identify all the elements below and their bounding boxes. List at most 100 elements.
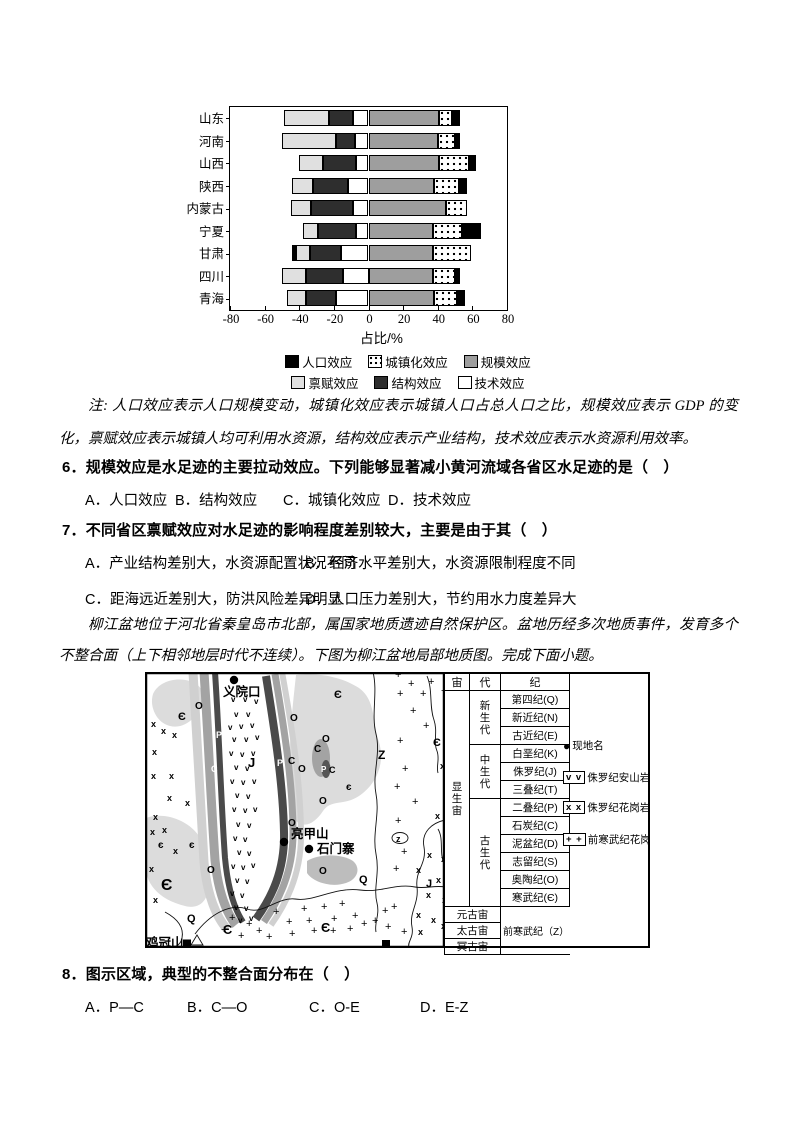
andesite-v-symbol: v bbox=[243, 806, 248, 815]
andesite-v-symbol: v bbox=[255, 733, 260, 742]
question-6-options: A．人口效应 B．结构效应 C．城镇化效应 D．技术效应 bbox=[62, 489, 752, 510]
granite-x-symbol: x bbox=[153, 812, 158, 822]
map-region bbox=[145, 815, 208, 907]
granite-x-symbol: x bbox=[441, 854, 445, 864]
bar-segment-scale bbox=[368, 132, 438, 149]
place-label: 鸡冠山 bbox=[145, 935, 184, 948]
question-6: 6．规模效应是水足迹的主要拉动效应。下列能够显著减小黄河流域各省区水足迹的是（ … bbox=[62, 456, 752, 525]
geo-period: 白垩纪(K) bbox=[500, 744, 570, 763]
x-tickmark bbox=[472, 306, 474, 310]
andesite-v-symbol: v bbox=[254, 697, 259, 706]
legend-item-scale: 规模效应 bbox=[463, 352, 531, 371]
answer-option-C: C．距海远近差别大，防洪风险差异明显 bbox=[85, 592, 342, 608]
granite-x-symbol: x bbox=[169, 771, 174, 781]
place-dot-icon: ● bbox=[563, 738, 571, 753]
strata-label: O bbox=[298, 764, 306, 775]
x-tick-label: 80 bbox=[501, 312, 515, 326]
andesite-v-symbol: v bbox=[244, 735, 249, 744]
strata-label: Є bbox=[334, 689, 342, 701]
precambrian-plus-symbol: + bbox=[372, 915, 378, 927]
andesite-v-symbol: v bbox=[241, 863, 246, 872]
precambrian-plus-symbol: + bbox=[393, 863, 399, 875]
granite-x-symbol: x bbox=[418, 927, 423, 937]
geo-header-eon: 宙 bbox=[444, 673, 470, 691]
chart-x-axis-label: 占比/% bbox=[360, 331, 403, 346]
bar-segment-endow bbox=[281, 267, 307, 284]
geo-eon: 元古宙 bbox=[444, 906, 501, 923]
precambrian-plus-symbol: + bbox=[420, 688, 426, 700]
strata-band bbox=[199, 672, 240, 928]
andesite-v-symbol: v bbox=[237, 848, 242, 857]
geo-eon-phanerozoic: 显生宙 bbox=[444, 690, 470, 907]
andesite-v-symbol: v bbox=[249, 914, 254, 923]
question-8: 8．图示区域，典型的不整合面分布在（ ） A．P—C B．C—O C．O-E D．E-… bbox=[62, 963, 752, 1032]
legend-annotation: + + 前寒武纪花岗 bbox=[563, 832, 651, 847]
y-tickmark bbox=[226, 118, 230, 120]
geo-era: 新生代 bbox=[469, 690, 501, 745]
bar-segment-endow bbox=[292, 177, 314, 194]
legend-item-struct: 结构效应 bbox=[374, 373, 442, 392]
strata-band bbox=[188, 672, 231, 933]
geo-period: 奥陶纪(O) bbox=[500, 870, 570, 889]
andesite-v-symbol: v bbox=[239, 722, 244, 731]
legend-item-urban: 城镇化效应 bbox=[368, 352, 448, 371]
geo-period: 寒武纪(Є) bbox=[500, 888, 570, 907]
bar-segment-tech bbox=[356, 155, 369, 172]
y-tickmark bbox=[226, 140, 230, 142]
question-6-stem: 6．规模效应是水足迹的主要拉动效应。下列能够显著减小黄河流域各省区水足迹的是（ … bbox=[62, 459, 679, 476]
geo-precambrian: 前寒武纪（Z） bbox=[500, 906, 570, 955]
andesite-v-symbol: v bbox=[238, 916, 243, 925]
bar-segment-endow bbox=[287, 290, 307, 307]
andesite-v-symbol: v bbox=[253, 805, 258, 814]
precambrian-plus-symbol: + bbox=[361, 918, 367, 930]
bar-segment-scale bbox=[368, 267, 433, 284]
andesite-v-symbol: v bbox=[246, 792, 251, 801]
precambrian-plus-symbol: + bbox=[402, 763, 408, 775]
y-tickmark bbox=[226, 276, 230, 278]
bar-segment-tech bbox=[354, 132, 369, 149]
chart-plot-area bbox=[226, 106, 508, 311]
x-tick-label: 60 bbox=[467, 312, 480, 326]
granite-x-symbol: x bbox=[162, 825, 167, 835]
strata-label: Є bbox=[223, 922, 232, 937]
strata-label: C bbox=[288, 756, 295, 767]
map-mark-square bbox=[382, 940, 390, 946]
chart-x-axis: -80 -60 -40 -20 0 20 40 60 80 bbox=[223, 311, 515, 326]
strata-label: O bbox=[207, 865, 215, 876]
chart-category-label: 甘肃 bbox=[198, 247, 224, 262]
andesite-v-symbol: v bbox=[241, 778, 246, 787]
andesite-v-symbol: v bbox=[243, 695, 248, 704]
answer-option-C: C．城镇化效应 bbox=[283, 493, 381, 509]
precambrian-plus-symbol: + bbox=[321, 901, 327, 913]
strata-label: P bbox=[321, 765, 327, 774]
andesite-v-symbol: v bbox=[244, 904, 249, 913]
x-tickmark bbox=[507, 306, 508, 310]
bar-segment-endow bbox=[283, 110, 329, 126]
chart-category-label: 山东 bbox=[198, 112, 224, 126]
bar-segment-urban bbox=[432, 222, 462, 239]
y-tickmark bbox=[226, 208, 230, 210]
geo-period: 泥盆纪(D) bbox=[500, 834, 570, 853]
granite-x-symbol: x bbox=[431, 915, 436, 925]
precambrian-plus-symbol: + bbox=[385, 921, 391, 933]
strata-label: Є bbox=[161, 877, 172, 894]
bar-segment-scale bbox=[368, 222, 433, 239]
andesite-v-symbol: v bbox=[228, 723, 233, 732]
x-tick-label: -20 bbox=[326, 312, 344, 326]
y-tickmark bbox=[226, 298, 230, 300]
precambrian-plus-symbol: + bbox=[347, 923, 353, 935]
bar-segment-struct bbox=[306, 267, 343, 284]
place-label: 义院口 bbox=[222, 684, 261, 699]
geo-header-era: 代 bbox=[469, 673, 501, 691]
chart-category-label: 内蒙古 bbox=[186, 202, 224, 217]
map-region bbox=[321, 760, 331, 778]
x-tickmark bbox=[368, 306, 370, 310]
x-tickmark bbox=[437, 306, 439, 310]
place-dot bbox=[229, 675, 239, 685]
granite-x-symbol: x bbox=[153, 895, 158, 905]
strata-label: C bbox=[314, 744, 321, 755]
bar-segment-scale bbox=[368, 177, 435, 194]
bar-segment-tech bbox=[347, 177, 369, 194]
andesite-v-symbol: v bbox=[232, 735, 237, 744]
bar-segment-urban bbox=[432, 267, 456, 284]
